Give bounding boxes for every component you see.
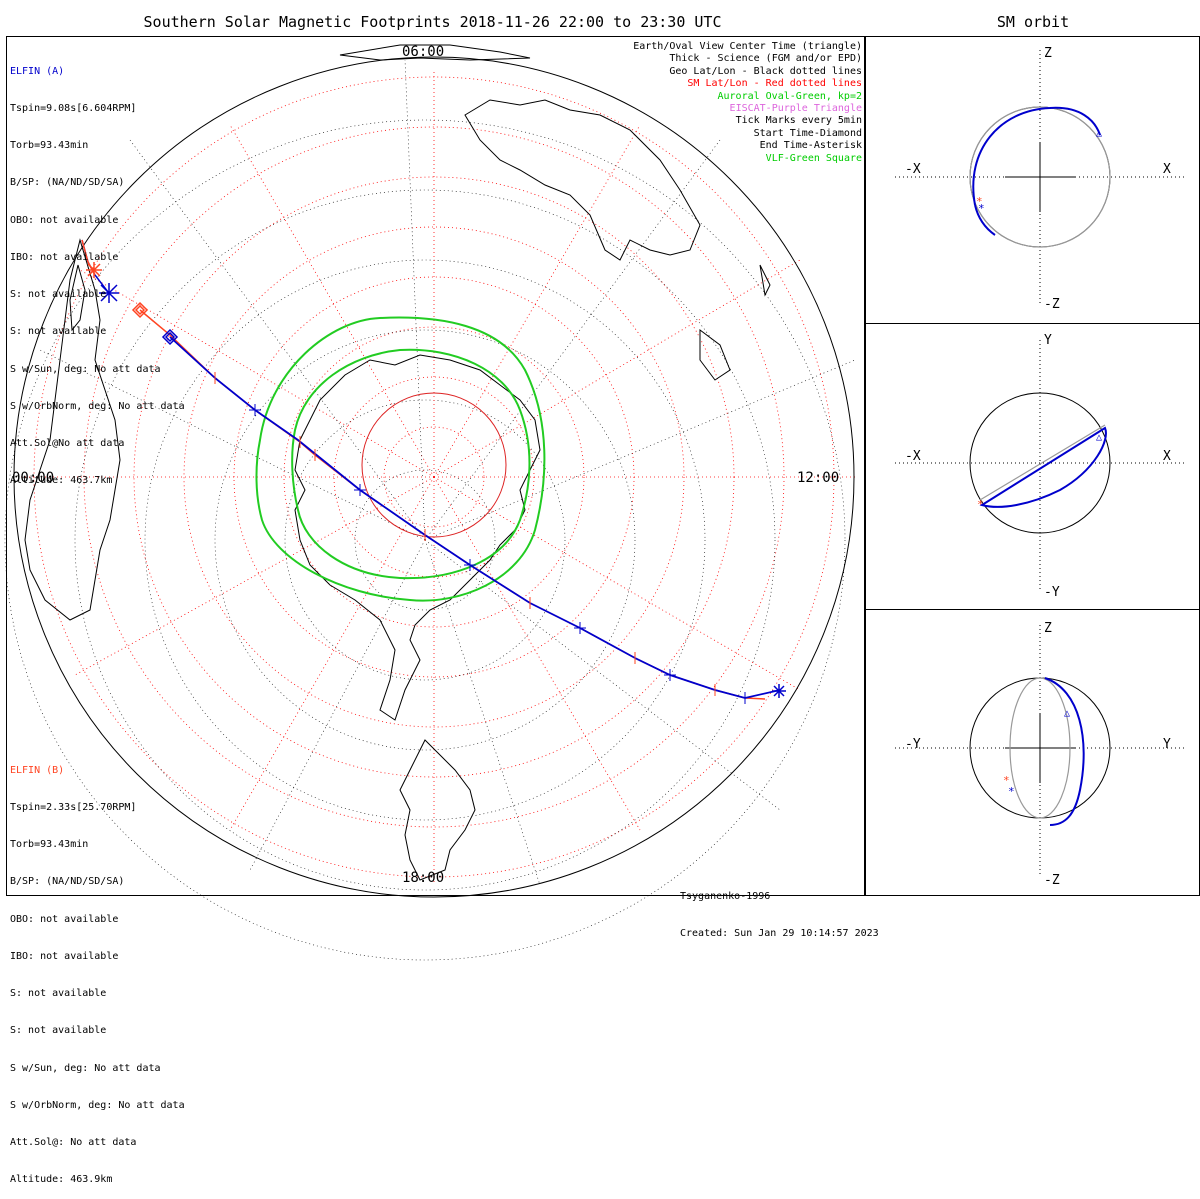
map-legend: Earth/Oval View Center Time (triangle) T… <box>633 41 862 165</box>
antarctica-coastline <box>294 354 541 721</box>
orbit-xy-right: X <box>1163 449 1171 464</box>
footprint-map <box>4 44 856 961</box>
end-asterisk-a-right <box>772 684 786 698</box>
map-outer-circle <box>13 56 855 898</box>
start-diamond-b <box>131 301 149 319</box>
elfin-a-line: S: not available <box>10 289 107 301</box>
legend-item: SM Lat/Lon - Red dotted lines <box>687 78 862 90</box>
orbit-yz-left: -Y <box>905 737 921 752</box>
orbit-plots: △ * * △ * △ * * <box>895 50 1185 875</box>
orbit-xy-top: Y <box>1044 333 1052 348</box>
tick-marks <box>214 372 746 704</box>
elfin-a-name: ELFIN (A) <box>10 65 65 77</box>
elfin-b-line: Torb=93.43min <box>10 839 89 851</box>
elfin-b-line: Altitude: 463.9km <box>10 1174 113 1186</box>
elfin-b-line: S: not available <box>10 1025 107 1037</box>
svg-text:*: * <box>976 195 983 208</box>
elfin-a-info: ELFIN (A) Tspin=9.08s[6.604RPM] Torb=93.… <box>10 41 185 500</box>
elfin-b-line: S w/Sun, deg: No att data <box>10 1062 161 1074</box>
orbit-xz-bottom: -Z <box>1044 297 1060 312</box>
footprint-map-panel <box>6 36 865 896</box>
geo-longitude-grid <box>39 59 856 886</box>
orbit-plot-xy: △ * <box>895 340 1185 590</box>
sm-longitude-grid <box>20 70 855 885</box>
orbit-xz-left: -X <box>905 162 921 177</box>
geo-latitude-grid <box>4 119 846 961</box>
orbit-title: SM orbit <box>996 13 1070 31</box>
orbit-plot-xz: △ * * <box>895 50 1185 305</box>
hour-label-right: 12:00 <box>797 470 840 486</box>
elfin-a-line: S w/OrbNorm, deg: No att data <box>10 400 185 412</box>
legend-item: Start Time-Diamond <box>753 127 862 139</box>
elfin-a-trace <box>169 336 781 699</box>
elfin-a-line: S w/Sun, deg: No att data <box>10 363 161 375</box>
asia-coastline <box>339 44 531 61</box>
start-diamond-a <box>161 328 179 346</box>
hour-label-bottom: 18:00 <box>402 870 445 886</box>
elfin-b-line: IBO: not available <box>10 950 119 962</box>
auroral-oval-outer <box>255 316 546 602</box>
elfin-b-line: Tspin=2.33s[25.70RPM] <box>10 802 137 814</box>
hour-label-left: 00:00 <box>12 470 55 486</box>
legend-item: Auroral Oval-Green, kp=2 <box>717 90 863 102</box>
orbit-xz-right: X <box>1163 162 1171 177</box>
south-america-coastline <box>399 739 476 881</box>
end-asterisk-b <box>86 262 102 278</box>
map-title: Southern Solar Magnetic Footprints 2018-… <box>143 13 722 31</box>
elfin-a-line: B/SP: (NA/ND/SD/SA) <box>10 177 125 189</box>
elfin-b-line: S: not available <box>10 988 107 1000</box>
orbit-plot-yz: △ * * <box>895 625 1185 875</box>
island-coastline <box>759 264 771 297</box>
legend-item: VLF-Green Square <box>765 152 862 164</box>
orbit-xy-left: -X <box>905 449 921 464</box>
svg-text:*: * <box>1003 774 1010 787</box>
elfin-b-line: OBO: not available <box>10 913 119 925</box>
legend-item: Earth/Oval View Center Time (triangle) <box>633 41 862 52</box>
svg-text:*: * <box>977 498 984 511</box>
model-name: Tsyganenko-1996 <box>680 890 771 902</box>
elfin-a-line: Altitude: 463.7km <box>10 475 113 487</box>
svg-text:△: △ <box>1064 708 1070 719</box>
elfin-a-line: IBO: not available <box>10 251 119 263</box>
auroral-oval-inner <box>291 348 531 580</box>
legend-item: EISCAT-Purple Triangle <box>729 103 862 115</box>
elfin-a-line: Att.Sol@No att data <box>10 438 125 449</box>
legend-item: Geo Lat/Lon - Black dotted lines <box>669 65 862 77</box>
africa-coastline <box>24 238 121 621</box>
elfin-b-name: ELFIN (B) <box>10 764 65 776</box>
polar-cap-circle <box>361 392 507 538</box>
elfin-a-line: Torb=93.43min <box>10 140 89 152</box>
island-coastline <box>699 329 731 381</box>
elfin-b-line: Att.Sol@: No att data <box>10 1137 137 1148</box>
orbit-yz-right: Y <box>1163 737 1171 752</box>
svg-text:*: * <box>978 202 985 215</box>
svg-text:△: △ <box>1096 432 1102 443</box>
svg-text:*: * <box>1008 785 1015 798</box>
orbit-yz-top: Z <box>1044 621 1052 636</box>
elfin-b-line: B/SP: (NA/ND/SD/SA) <box>10 876 125 888</box>
elfin-b-line: S w/OrbNorm, deg: No att data <box>10 1099 185 1111</box>
australia-coastline <box>464 99 701 261</box>
elfin-a-line: OBO: not available <box>10 214 119 226</box>
created-timestamp: Created: Sun Jan 29 10:14:57 2023 <box>680 928 879 940</box>
madagascar-coastline <box>69 264 86 332</box>
elfin-a-line: S: not available <box>10 326 107 338</box>
orbit-yz-bottom: -Z <box>1044 873 1060 888</box>
legend-item: End Time-Asterisk <box>759 140 862 152</box>
hour-label-top: 06:00 <box>402 44 445 60</box>
orbit-xy-bottom: -Y <box>1044 585 1060 600</box>
end-asterisk-a <box>99 283 119 303</box>
elfin-a-line: Tspin=9.08s[6.604RPM] <box>10 103 137 115</box>
legend-item: Tick Marks every 5min <box>735 115 862 127</box>
legend-item: Thick - Science (FGM and/or EPD) <box>669 53 862 65</box>
svg-text:△: △ <box>1096 128 1102 139</box>
orbit-xz-top: Z <box>1044 46 1052 61</box>
